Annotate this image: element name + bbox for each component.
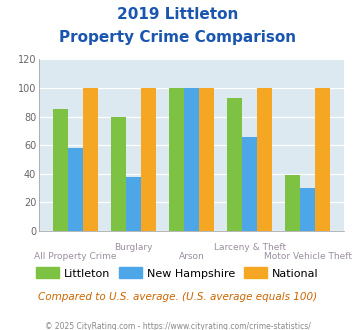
Bar: [83, 88, 98, 231]
Bar: [257, 88, 272, 231]
Text: © 2025 CityRating.com - https://www.cityrating.com/crime-statistics/: © 2025 CityRating.com - https://www.city…: [45, 322, 310, 330]
Bar: [169, 88, 184, 231]
Text: Burglary: Burglary: [114, 243, 153, 251]
Bar: [315, 88, 331, 231]
Text: Arson: Arson: [179, 252, 204, 261]
Bar: [111, 116, 126, 231]
Bar: [242, 137, 257, 231]
Legend: Littleton, New Hampshire, National: Littleton, New Hampshire, National: [32, 263, 323, 283]
Text: All Property Crime: All Property Crime: [34, 252, 117, 261]
Bar: [300, 188, 315, 231]
Text: Property Crime Comparison: Property Crime Comparison: [59, 30, 296, 45]
Bar: [126, 177, 141, 231]
Text: 2019 Littleton: 2019 Littleton: [117, 7, 238, 21]
Text: Motor Vehicle Theft: Motor Vehicle Theft: [264, 252, 352, 261]
Bar: [141, 88, 156, 231]
Bar: [199, 88, 214, 231]
Bar: [68, 148, 83, 231]
Bar: [285, 175, 300, 231]
Text: Compared to U.S. average. (U.S. average equals 100): Compared to U.S. average. (U.S. average …: [38, 292, 317, 302]
Text: Larceny & Theft: Larceny & Theft: [214, 243, 286, 251]
Bar: [184, 88, 199, 231]
Bar: [227, 98, 242, 231]
Bar: [53, 110, 68, 231]
